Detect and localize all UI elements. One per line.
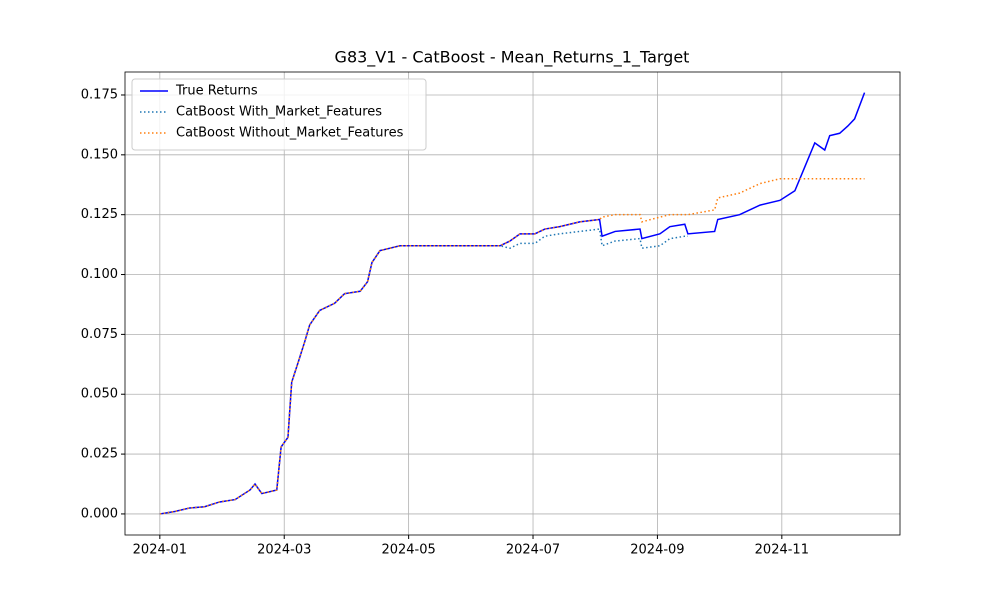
x-tick-label: 2024-07: [506, 543, 560, 558]
legend-label: CatBoost Without_Market_Features: [176, 126, 404, 141]
y-tick-label: 0.050: [81, 387, 118, 402]
y-tick-label: 0.175: [81, 87, 118, 102]
y-tick-label: 0.100: [81, 267, 118, 282]
series-line: [159, 178, 865, 515]
plot-frame: [124, 71, 901, 536]
x-tick-label: 2024-11: [755, 543, 809, 558]
x-tick-label: 2024-03: [257, 543, 311, 558]
legend-label: CatBoost With_Market_Features: [176, 105, 382, 120]
y-tick-label: 0.000: [81, 506, 118, 521]
chart-title: G83_V1 - CatBoost - Mean_Returns_1_Targe…: [335, 48, 690, 68]
x-tick-label: 2024-01: [133, 543, 187, 558]
y-tick-label: 0.075: [81, 327, 118, 342]
legend: True Returns CatBoost With_Market_Feature…: [131, 78, 427, 151]
legend-frame: [131, 78, 427, 151]
y-tick-label: 0.025: [81, 447, 118, 462]
y-tick-label: 0.150: [81, 147, 118, 162]
y-tick-label: 0.125: [81, 207, 118, 222]
x-tick-label: 2024-09: [630, 543, 684, 558]
x-tick-label: 2024-05: [381, 543, 435, 558]
legend-label: True Returns: [175, 84, 258, 99]
